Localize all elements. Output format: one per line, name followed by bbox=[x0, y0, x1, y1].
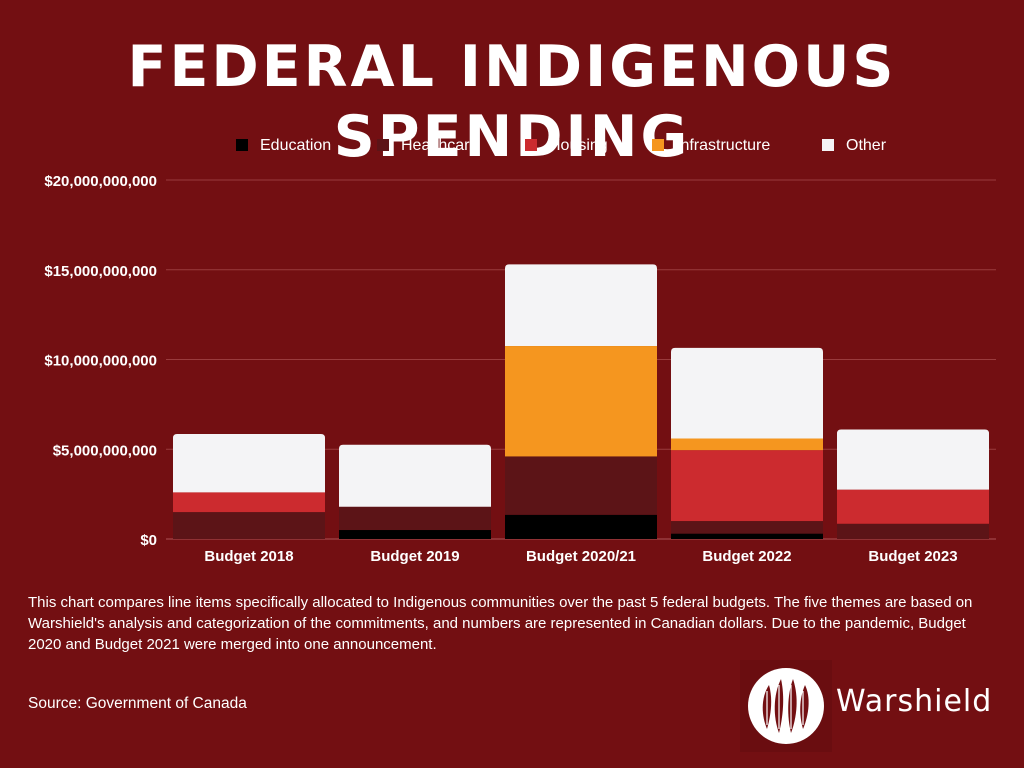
chart-title: FEDERAL INDIGENOUS SPENDING bbox=[127, 34, 897, 170]
bar-segment-infrastructure bbox=[505, 346, 657, 457]
x-axis-labels: Budget 2018 Budget 2019 Budget 2020/21 Budg… bbox=[204, 548, 957, 565]
y-axis-labels: $0 $5,000,000,000 $10,000,000,000 $15,000,0… bbox=[44, 173, 157, 549]
bar-segment-other bbox=[505, 264, 657, 347]
legend-swatch bbox=[822, 139, 834, 151]
legend: Education Healthcare Housing Infrastructure… bbox=[236, 137, 887, 154]
bar-segment-housing bbox=[837, 489, 989, 524]
legend-swatch bbox=[236, 139, 248, 151]
bar-segment-healthcare bbox=[505, 456, 657, 515]
y-tick-label: $0 bbox=[140, 532, 157, 549]
bar-group-budget-2019 bbox=[339, 444, 491, 539]
chart-description: This chart compares line items specifica… bbox=[28, 594, 973, 653]
y-tick-label: $15,000,000,000 bbox=[44, 263, 157, 280]
legend-item-housing: Housing bbox=[525, 137, 608, 154]
legend-label: Other bbox=[846, 137, 887, 154]
y-tick-label: $5,000,000,000 bbox=[53, 442, 157, 459]
bar-segment-healthcare bbox=[173, 512, 325, 539]
bar-segment-education bbox=[505, 514, 657, 539]
bar-segment-healthcare bbox=[671, 521, 823, 534]
bar-segment-housing bbox=[671, 450, 823, 522]
bar-segment-other bbox=[173, 433, 325, 493]
bar-group-budget-2023 bbox=[837, 429, 989, 539]
bars bbox=[173, 264, 989, 539]
bar-segment-healthcare bbox=[837, 523, 989, 539]
legend-label: Infrastructure bbox=[676, 137, 770, 154]
bar-group-budget-2018 bbox=[173, 433, 325, 539]
stacked-bar-chart: Education Healthcare Housing Infrastructure… bbox=[44, 137, 996, 565]
bar-segment-other bbox=[837, 429, 989, 490]
legend-label: Healthcare bbox=[401, 137, 478, 154]
x-tick-label: Budget 2020/21 bbox=[526, 548, 636, 565]
legend-swatch bbox=[525, 139, 537, 151]
x-tick-label: Budget 2022 bbox=[702, 548, 791, 565]
y-tick-label: $10,000,000,000 bbox=[44, 353, 157, 370]
source-note: Source: Government of Canada bbox=[28, 695, 247, 712]
legend-swatch bbox=[652, 139, 664, 151]
bar-segment-other bbox=[339, 444, 491, 507]
bar-segment-infrastructure bbox=[671, 438, 823, 451]
bar-segment-other bbox=[671, 347, 823, 439]
legend-item-other: Other bbox=[822, 137, 887, 154]
x-tick-label: Budget 2019 bbox=[370, 548, 459, 565]
legend-item-healthcare: Healthcare bbox=[377, 137, 478, 154]
legend-swatch bbox=[377, 139, 389, 151]
bar-segment-education bbox=[339, 530, 491, 539]
x-tick-label: Budget 2018 bbox=[204, 548, 293, 565]
y-tick-label: $20,000,000,000 bbox=[44, 173, 157, 190]
bar-segment-healthcare bbox=[339, 506, 491, 531]
bar-segment-housing bbox=[173, 492, 325, 513]
bar-segment-education bbox=[671, 533, 823, 539]
brand-name: Warshield bbox=[836, 684, 993, 719]
legend-label: Education bbox=[260, 137, 331, 154]
legend-item-infrastructure: Infrastructure bbox=[652, 137, 770, 154]
x-tick-label: Budget 2023 bbox=[868, 548, 957, 565]
legend-label: Housing bbox=[549, 137, 608, 154]
warshield-feather-icon bbox=[748, 668, 824, 744]
bar-group-budget-2020-21 bbox=[505, 264, 657, 539]
legend-item-education: Education bbox=[236, 137, 331, 154]
bar-group-budget-2022 bbox=[671, 347, 823, 539]
